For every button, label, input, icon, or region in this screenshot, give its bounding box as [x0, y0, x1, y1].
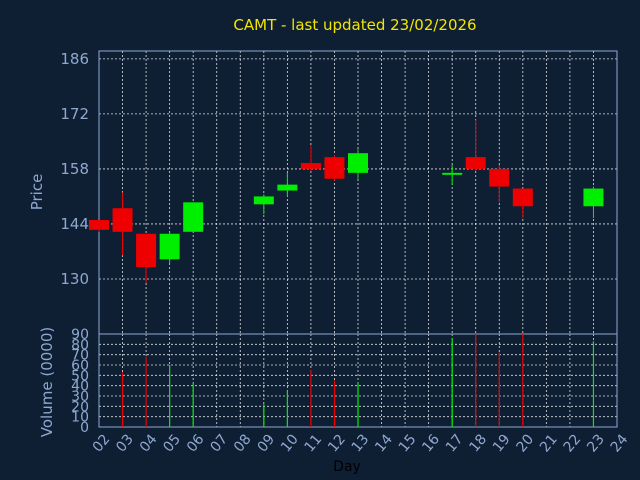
- volume-tick-label: 30: [71, 389, 89, 405]
- candle-body: [89, 220, 109, 230]
- volume-tick-label: 90: [71, 327, 89, 343]
- candle-body: [489, 168, 510, 187]
- day-tick-label: 15: [396, 431, 420, 455]
- day-tick-label: 19: [490, 431, 514, 455]
- candle-body: [324, 157, 345, 179]
- price-tick-label: 172: [60, 105, 89, 123]
- candle-body: [583, 188, 604, 207]
- candle: [136, 233, 157, 283]
- candle: [324, 155, 345, 181]
- price-tick-label: 186: [60, 50, 89, 68]
- day-tick-label: 08: [231, 431, 255, 455]
- day-tick-label: 03: [113, 431, 137, 455]
- candle-body: [512, 188, 533, 207]
- candle-body: [112, 208, 133, 232]
- candle: [112, 192, 133, 256]
- volume-tick-label: 20: [71, 399, 89, 415]
- day-tick-label: 12: [325, 431, 349, 455]
- day-tick-label: 13: [349, 431, 373, 455]
- day-tick-label: 17: [443, 431, 467, 455]
- volume-tick-label: 50: [71, 368, 89, 384]
- day-tick-label: 20: [514, 431, 538, 455]
- candle: [159, 231, 180, 264]
- day-tick-label: 23: [584, 431, 608, 455]
- volume-tick-label: 80: [71, 337, 89, 353]
- day-tick-label: 18: [466, 431, 490, 455]
- price-tick-label: 130: [60, 270, 89, 288]
- day-tick-label: 22: [561, 431, 585, 455]
- volume-tick-label: 0: [80, 420, 89, 436]
- candle: [253, 194, 274, 215]
- volume-tick-label: 10: [71, 410, 89, 426]
- candle-body: [159, 233, 180, 260]
- candle: [300, 145, 321, 171]
- chart-title: CAMT - last updated 23/02/2026: [233, 16, 476, 34]
- candle: [277, 172, 298, 197]
- day-tick-label: 10: [278, 431, 302, 455]
- day-tick-label: 21: [537, 431, 561, 455]
- day-tick-label: 09: [255, 431, 279, 455]
- candle-body: [253, 196, 274, 205]
- day-tick-label: 04: [137, 431, 161, 455]
- day-tick-label: 06: [184, 431, 208, 455]
- candle: [442, 164, 463, 185]
- day-tick-label: 14: [372, 431, 396, 455]
- day-tick-label: 24: [608, 431, 632, 455]
- candle: [89, 220, 109, 232]
- volume-series: [121, 334, 595, 427]
- volume-axis-label: Volume (0000): [38, 327, 56, 437]
- candle-body: [348, 153, 368, 173]
- day-axis-label: Day: [333, 459, 361, 475]
- candle-body: [442, 172, 463, 175]
- day-axis-ticks: 02 03 04 05 06 07 08 09 10 11 12 13 14 15 16 17 18 19 20 21…: [90, 431, 632, 455]
- candle-body: [183, 202, 204, 232]
- day-tick-label: 16: [419, 431, 443, 455]
- candle-body: [465, 157, 486, 169]
- candle: [583, 186, 604, 219]
- price-axis-label: Price: [28, 174, 46, 211]
- candle: [512, 188, 533, 219]
- day-tick-label: 07: [207, 431, 231, 455]
- candle-body: [136, 233, 157, 268]
- candle: [183, 202, 204, 232]
- price-tick-label: 158: [60, 160, 89, 178]
- volume-tick-label: 70: [71, 348, 89, 364]
- candlestick-series: [89, 119, 604, 283]
- day-tick-label: 11: [302, 431, 326, 455]
- candle-body: [300, 163, 321, 169]
- candle: [489, 164, 510, 203]
- volume-tick-label: 60: [71, 358, 89, 374]
- price-tick-label: 144: [60, 215, 89, 233]
- volume-tick-label: 40: [71, 379, 89, 395]
- candle: [348, 149, 368, 179]
- day-tick-label: 02: [90, 431, 114, 455]
- candle-body: [277, 184, 298, 191]
- price-axis-ticks: 130 144 158 172 186: [60, 50, 89, 288]
- day-tick-label: 05: [160, 431, 184, 455]
- candle: [465, 119, 486, 171]
- price-panel-grid: [99, 51, 617, 334]
